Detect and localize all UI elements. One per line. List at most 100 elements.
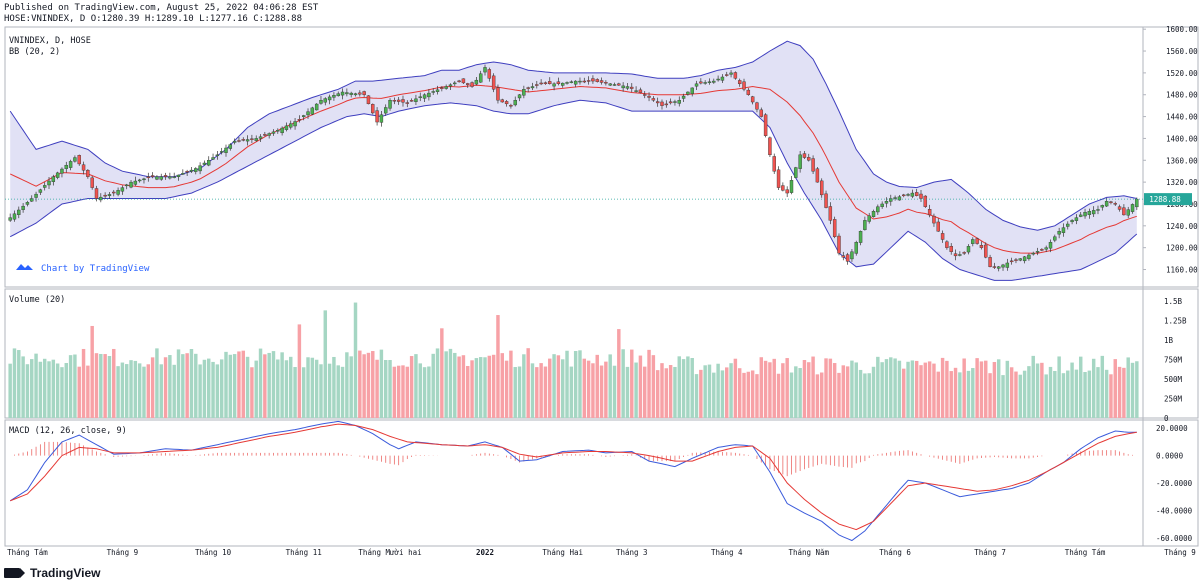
candle-body — [522, 89, 526, 96]
bb-upper-line — [9, 40, 1137, 231]
volume-bar — [781, 363, 785, 418]
candle-body — [444, 86, 448, 89]
volume-bar — [876, 356, 880, 418]
volume-bar — [750, 370, 755, 418]
volume-bar — [418, 363, 422, 418]
candle-body — [595, 79, 599, 82]
price-tick-label: 1200.00 — [1166, 244, 1198, 253]
volume-bar — [289, 356, 293, 418]
candle-body — [384, 107, 388, 114]
volume-bar — [945, 360, 949, 418]
candle-body — [927, 209, 932, 216]
candle-body — [194, 168, 198, 172]
candle-body — [349, 92, 353, 95]
candle-body — [604, 81, 608, 84]
candle-body — [850, 251, 854, 260]
candle-body — [8, 217, 12, 221]
volume-bar — [962, 358, 966, 418]
volume-bar — [241, 350, 245, 418]
candle-body — [228, 144, 233, 149]
candle-body — [314, 103, 319, 111]
volume-bar — [1005, 360, 1010, 418]
volume-bar — [1070, 362, 1074, 418]
volume-bar — [453, 352, 457, 418]
volume-bar — [60, 367, 64, 418]
candle-body — [871, 211, 876, 218]
candle-body — [125, 184, 129, 187]
volume-bar — [526, 348, 530, 418]
candle-body — [323, 98, 327, 103]
volume-bar — [971, 368, 975, 418]
candle-body — [841, 255, 846, 258]
volume-bar — [1066, 370, 1070, 418]
volume-bar — [932, 363, 936, 418]
candle-body — [535, 84, 539, 86]
candle-body — [763, 114, 768, 136]
volume-bar — [466, 365, 470, 418]
candle-body — [159, 176, 163, 180]
candle-body — [660, 101, 664, 106]
volume-bar — [1044, 374, 1048, 418]
candle-body — [703, 82, 707, 84]
candle-body — [854, 242, 858, 254]
candle-body — [1074, 217, 1079, 221]
volume-bar — [310, 357, 315, 418]
volume-bar — [599, 365, 604, 418]
footer-bar: TradingView — [0, 563, 1200, 584]
candle-body — [569, 81, 574, 83]
volume-bar — [297, 324, 302, 418]
volume-bar — [414, 354, 418, 418]
candle-body — [409, 100, 414, 102]
candle-body — [422, 94, 427, 99]
volume-bar — [513, 367, 517, 418]
candle-body — [306, 111, 310, 116]
volume-bar — [759, 357, 764, 418]
candle-body — [755, 102, 759, 110]
candle-body — [802, 153, 807, 158]
volume-bar — [319, 364, 323, 418]
candle-body — [137, 179, 142, 182]
candle-body — [107, 194, 112, 196]
volume-bar — [284, 360, 289, 418]
chart-canvas[interactable]: 1600.00 1560.00 1520.00 1480.00 1440.00 1400.… — [0, 0, 1200, 562]
volume-bar — [340, 366, 345, 418]
candle-body — [509, 104, 513, 107]
volume-bar — [1126, 357, 1130, 418]
volume-bar — [949, 371, 953, 418]
pane-border — [4, 419, 1199, 547]
candle-body — [263, 134, 267, 136]
candle-body — [116, 190, 120, 195]
tradingview-logo[interactable]: TradingView — [4, 566, 100, 580]
candle-body — [448, 84, 453, 87]
candle-body — [150, 175, 155, 177]
volume-pane-title: Volume (20) — [9, 295, 65, 305]
volume-bar — [914, 360, 919, 418]
volume-bar — [366, 352, 371, 418]
candle-body — [940, 233, 945, 240]
candle-body — [440, 87, 444, 89]
volume-tick-label: 0 — [1164, 414, 1169, 423]
candles — [8, 64, 1139, 272]
candle-body — [1018, 258, 1022, 261]
volume-bar — [897, 360, 902, 418]
volume-bar — [504, 360, 509, 418]
volume-bar — [690, 358, 694, 418]
candle-body — [250, 138, 254, 140]
volume-bar — [712, 372, 716, 418]
volume-bar — [919, 365, 923, 418]
candle-body — [591, 78, 595, 82]
volume-bar — [807, 362, 811, 418]
ohlc-readout: HOSE:VNINDEX, D O:1280.39 H:1289.10 L:12… — [4, 14, 303, 24]
volume-bar — [716, 363, 720, 418]
candle-body — [716, 78, 720, 81]
tradingview-watermark[interactable]: Chart by TradingView — [16, 264, 150, 274]
candle-body — [47, 180, 51, 186]
volume-bar — [124, 364, 129, 418]
candle-body — [133, 180, 138, 185]
main-pane-title: VNINDEX, D, HOSE — [9, 36, 91, 46]
candle-body — [30, 198, 34, 202]
volume-bar — [927, 361, 932, 418]
volume-bar — [880, 362, 884, 418]
volume-bar — [435, 348, 440, 418]
volume-bar — [1048, 366, 1053, 418]
